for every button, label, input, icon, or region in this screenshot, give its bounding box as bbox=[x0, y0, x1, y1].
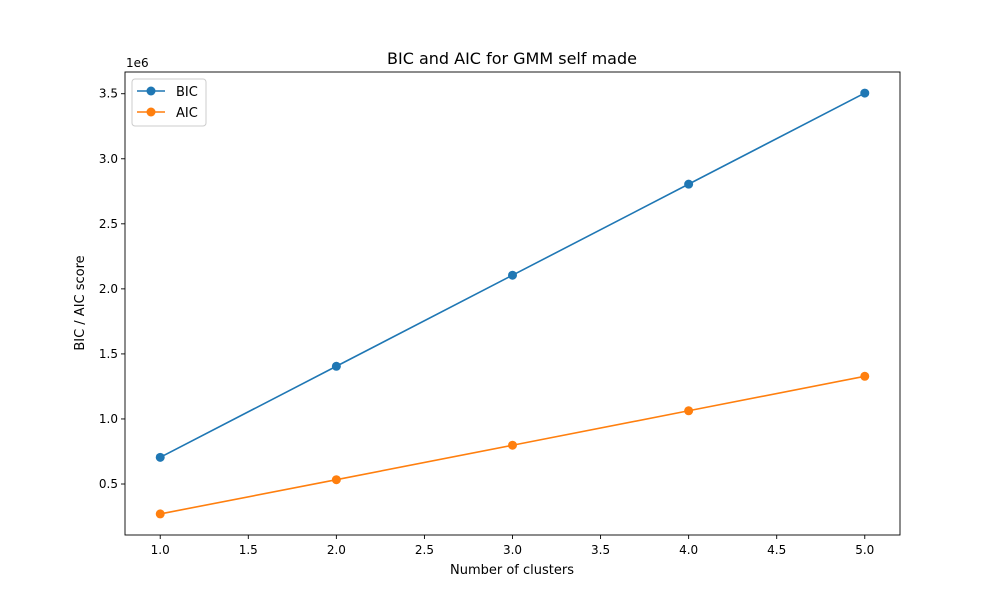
y-axis-label: BIC / AIC score bbox=[73, 255, 88, 350]
x-tick-label: 2.5 bbox=[415, 543, 434, 557]
legend-label-aic: AIC bbox=[176, 106, 198, 121]
data-point-bic bbox=[155, 452, 165, 462]
x-tick-label: 5.0 bbox=[855, 543, 874, 557]
y-tick-label: 1.0 bbox=[99, 412, 118, 426]
data-point-aic bbox=[508, 440, 517, 450]
x-tick-label: 1.5 bbox=[239, 543, 258, 557]
x-tick-label: 2.0 bbox=[327, 543, 346, 557]
y-tick-label: 1.5 bbox=[99, 347, 118, 361]
y-tick-label: 2.0 bbox=[99, 282, 118, 296]
x-axis-label: Number of clusters bbox=[450, 563, 574, 578]
plot-area: 1.0 1.5 2.0 2.5 3.0 3.5 4.0 4.5 5.0 0.5 1.0 1.5 2.0 2… bbox=[99, 71, 901, 557]
data-point-bic bbox=[331, 361, 341, 371]
data-point-aic bbox=[860, 371, 870, 381]
plot-frame bbox=[124, 71, 901, 536]
y-tick-label: 2.5 bbox=[99, 217, 118, 231]
legend-marker-aic bbox=[146, 107, 156, 117]
y-tick-label: 3.5 bbox=[99, 87, 118, 101]
data-point-aic bbox=[684, 406, 694, 416]
data-point-bic bbox=[508, 270, 517, 280]
y-axis-offset-label: 1e6 bbox=[126, 56, 149, 70]
x-tick-label: 4.0 bbox=[679, 543, 698, 557]
data-point-bic bbox=[860, 88, 870, 98]
x-tick-label: 3.0 bbox=[503, 543, 522, 557]
y-tick-label: 3.0 bbox=[99, 152, 118, 166]
x-tick-label: 4.5 bbox=[767, 543, 786, 557]
x-tick-label: 1.0 bbox=[151, 543, 170, 557]
legend-label-bic: BIC bbox=[176, 85, 198, 100]
data-point-aic bbox=[331, 475, 341, 485]
y-tick-label: 0.5 bbox=[99, 477, 118, 491]
legend-marker-bic bbox=[146, 86, 156, 96]
data-point-bic bbox=[684, 179, 694, 189]
data-point-aic bbox=[155, 509, 165, 519]
x-tick-label: 3.5 bbox=[591, 543, 610, 557]
chart-title: BIC and AIC for GMM self made bbox=[387, 49, 637, 68]
